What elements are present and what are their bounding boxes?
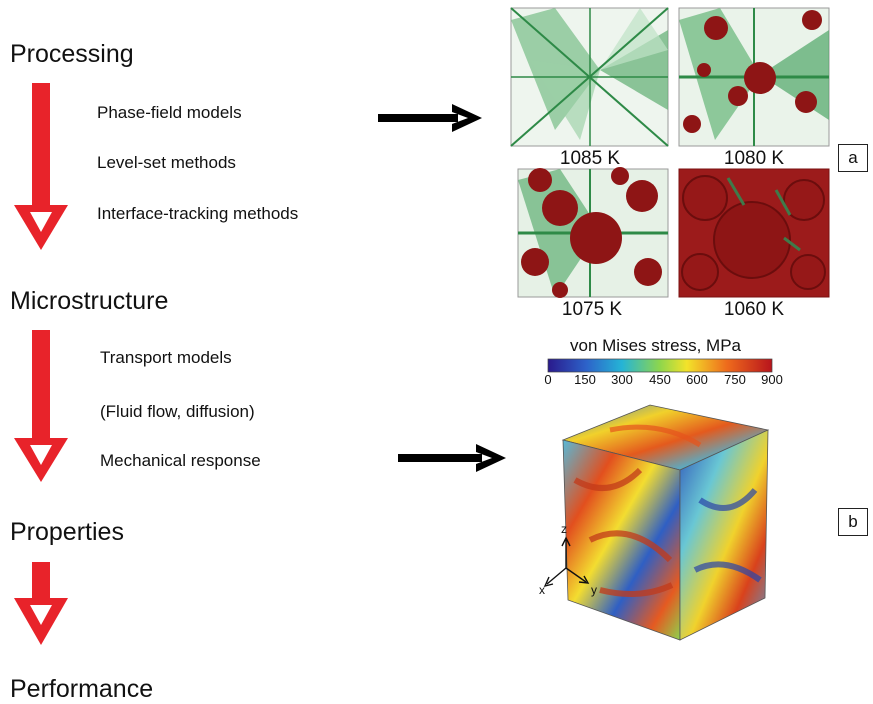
temp-label-1085: 1085 K [559,148,621,169]
stress-cube [561,404,770,641]
method-level-set: Level-set methods [97,153,236,172]
axis-label-z: z [561,522,567,536]
stage-processing: Processing [10,40,134,68]
colorbar-tick: 0 [544,372,552,387]
axis-label-x: x [539,583,545,597]
axis-label-y: y [591,583,597,597]
method-mechanical: Mechanical response [100,451,261,470]
microstructure-cube-1085 [510,7,669,147]
temp-label-1060: 1060 K [723,299,785,320]
stage-microstructure: Microstructure [10,287,169,315]
colorbar-tick: 600 [686,372,708,387]
flow-arrow-1 [14,83,68,250]
colorbar-tick: 300 [611,372,633,387]
colorbar-tick: 150 [574,372,596,387]
microstructure-cube-1080 [678,7,830,147]
method-interface-tracking: Interface-tracking methods [97,204,299,223]
connector-arrow-a [378,104,482,132]
colorbar-tick: 450 [649,372,671,387]
method-fluid-flow: (Fluid flow, diffusion) [100,402,255,421]
stage-performance: Performance [10,675,154,703]
connector-arrow-b [398,444,506,472]
microstructure-cube-1075 [517,167,669,298]
temp-label-1080: 1080 K [723,148,785,169]
method-transport: Transport models [100,348,232,367]
stage-properties: Properties [10,518,124,546]
panel-tag-b: b [838,508,868,536]
panel-tag-a: a [838,144,868,172]
flow-arrow-3 [14,562,68,645]
colorbar-tick: 750 [724,372,746,387]
flow-arrow-2 [14,330,68,482]
colorbar-title: von Mises stress, MPa [570,336,741,355]
microstructure-cube-1060 [678,168,830,298]
temp-label-1075: 1075 K [561,299,623,320]
axis-triad [543,536,590,588]
colorbar-tick: 900 [761,372,783,387]
stress-colorbar [547,358,773,373]
method-phase-field: Phase-field models [97,103,242,122]
